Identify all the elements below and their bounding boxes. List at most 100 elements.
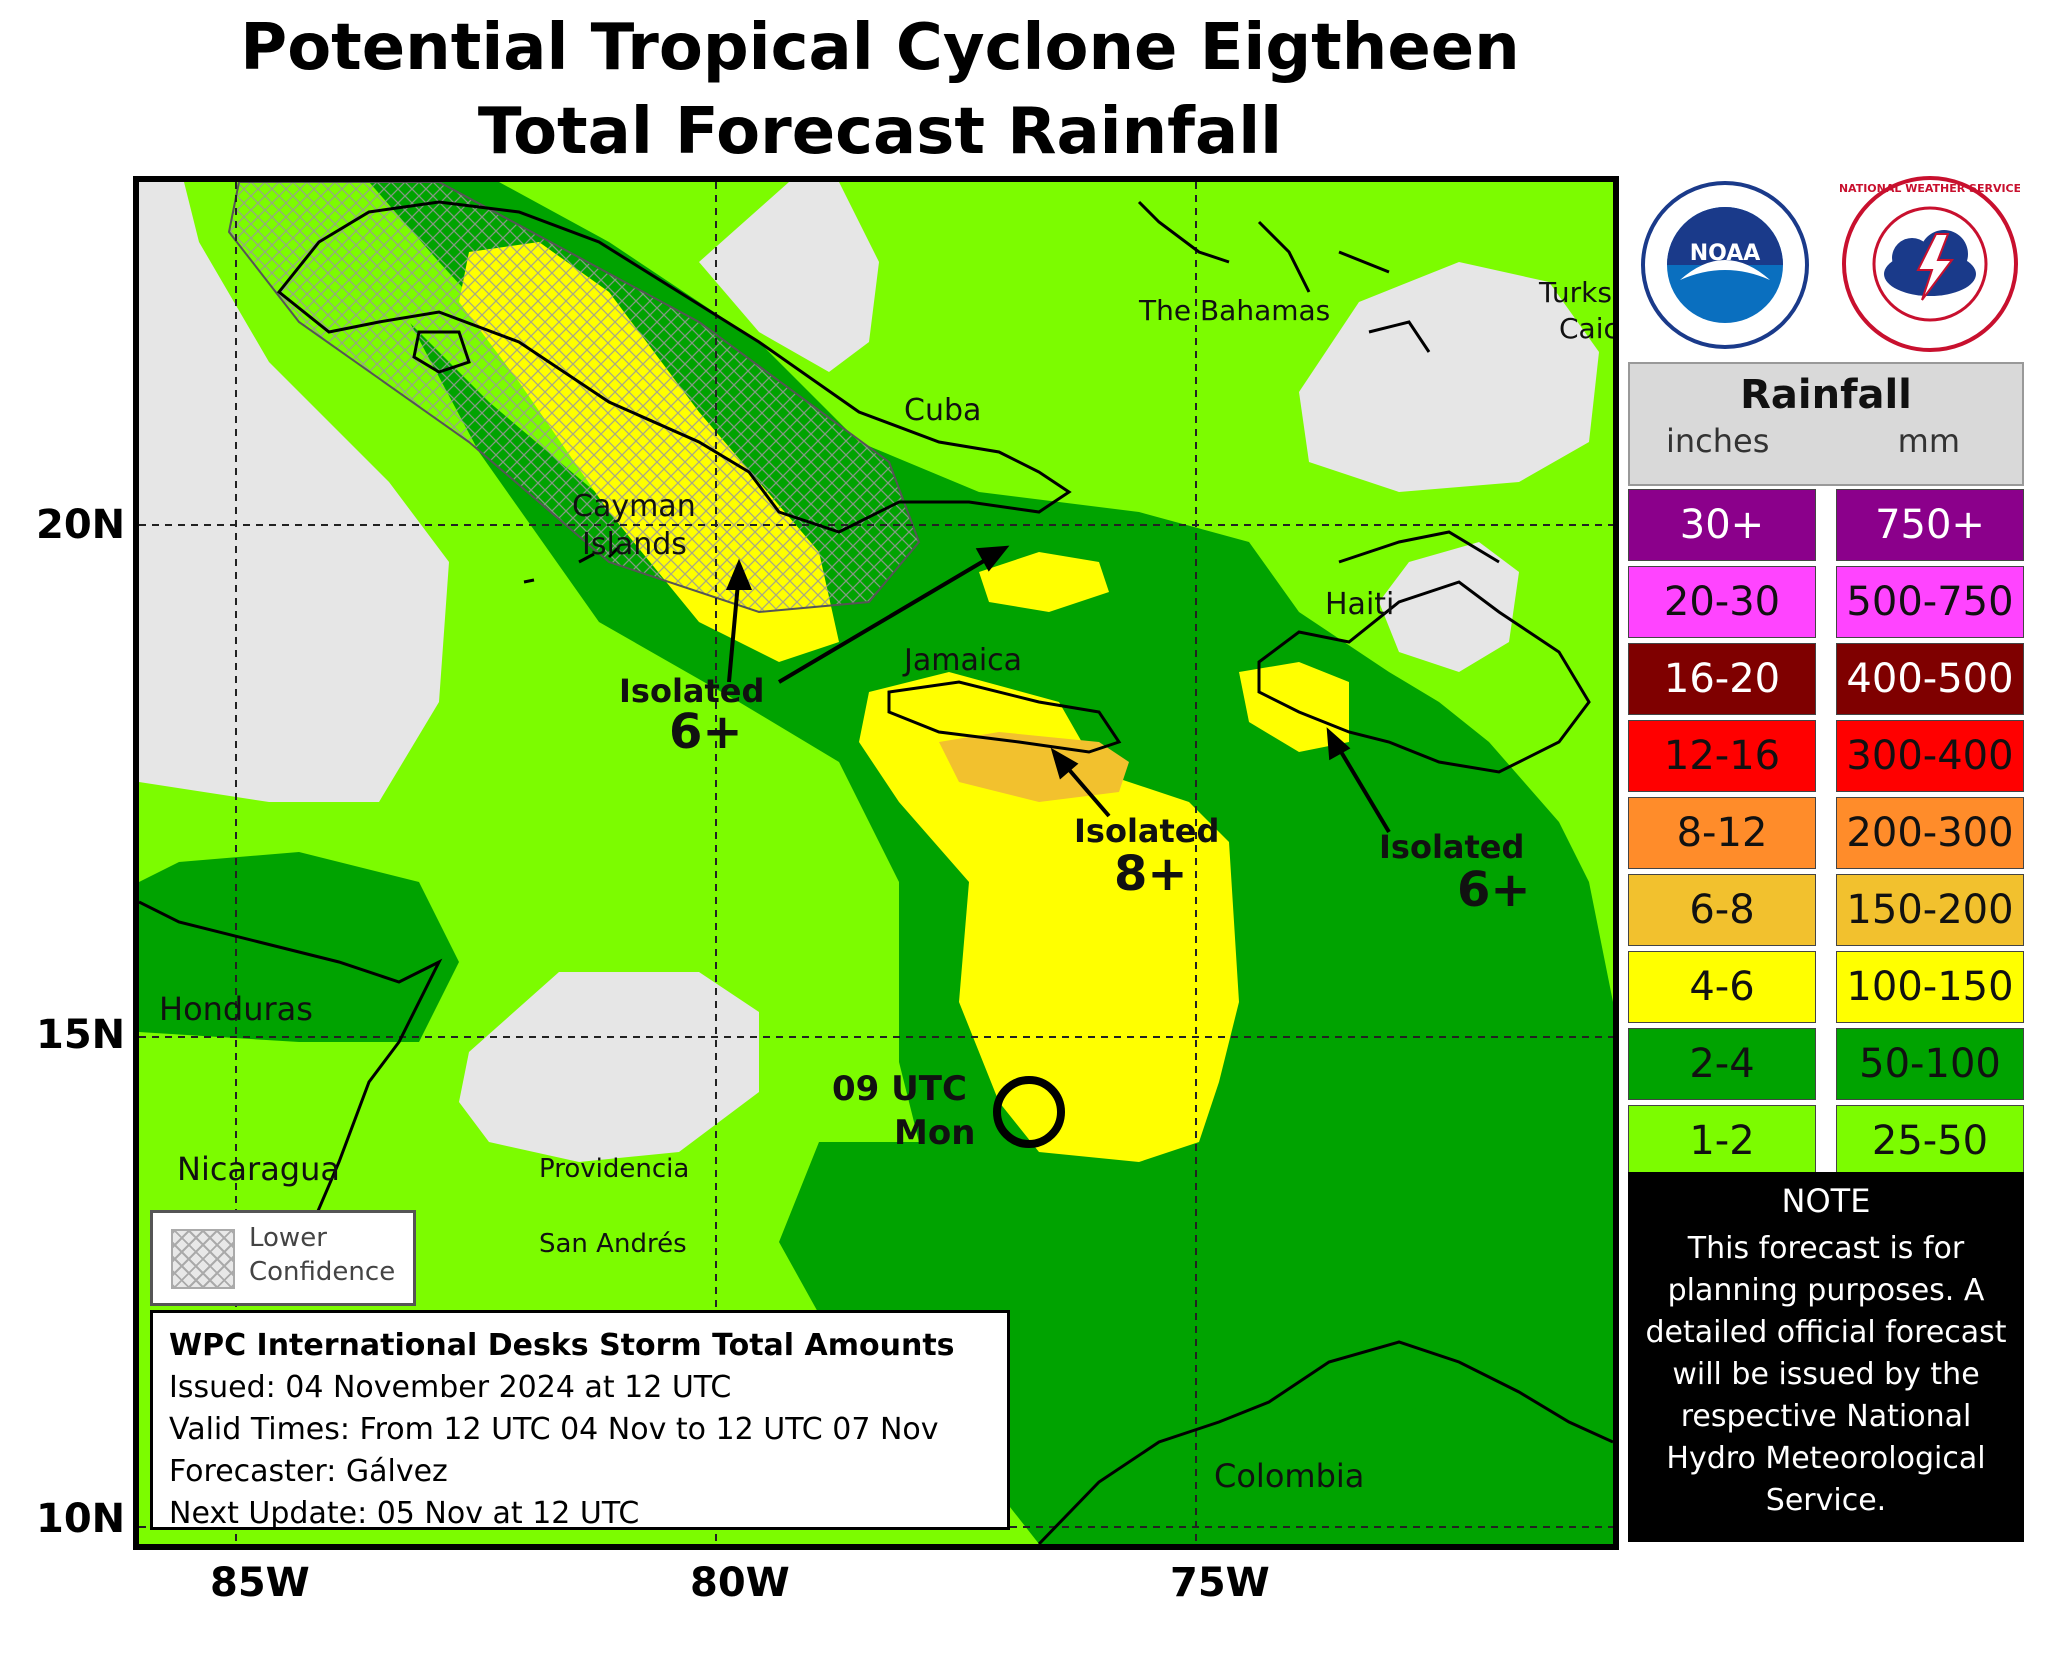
legend-cell-mm: 25-50: [1836, 1105, 2024, 1177]
legend-cell-inches: 20-30: [1628, 566, 1816, 638]
storm-position-marker: [993, 1076, 1065, 1148]
annotation-3-label: Isolated: [1379, 828, 1524, 866]
noaa-logo-icon: NOAA: [1641, 181, 1809, 349]
rainfall-legend: Rainfall inches mm 30+ 750+ 20-30 500-750 16…: [1628, 362, 2024, 1179]
legend-cell-inches: 30+: [1628, 489, 1816, 561]
title-line-2: Total Forecast Rainfall: [477, 95, 1283, 169]
legend-cell-mm: 100-150: [1836, 951, 2024, 1023]
no-rain-area: [1299, 262, 1599, 492]
lon-label-80w: 80W: [690, 1560, 790, 1606]
legend-row: 4-6 100-150: [1628, 951, 2024, 1025]
no-rain-area: [1379, 542, 1519, 672]
lat-label-20n: 20N: [36, 502, 126, 548]
lon-label-85w: 85W: [210, 1560, 310, 1606]
legend-cell-inches: 8-12: [1628, 797, 1816, 869]
lat-label-10n: 10N: [36, 1496, 126, 1542]
label-san-andres: San Andrés: [539, 1229, 687, 1259]
nws-logo-text: NATIONAL WEATHER SERVICE: [1840, 182, 2020, 195]
label-cuba: Cuba: [904, 393, 981, 428]
annotation-1-value: 6+: [669, 704, 743, 760]
legend-row: 1-2 25-50: [1628, 1105, 2024, 1179]
coastlines: [139, 200, 1613, 1544]
label-turks: Turks: [1538, 276, 1612, 309]
annotation-3-value: 6+: [1457, 862, 1531, 918]
legend-row: 12-16 300-400: [1628, 720, 2024, 794]
info-heading: WPC International Desks Storm Total Amou…: [169, 1328, 955, 1363]
legend-mm-label: mm: [1897, 422, 1960, 460]
label-caicos: Caic: [1559, 312, 1613, 345]
legend-cell-mm: 400-500: [1836, 643, 2024, 715]
legend-cell-inches: 2-4: [1628, 1028, 1816, 1100]
annotation-2-label: Isolated: [1074, 812, 1219, 850]
note-box: NOTE This forecast is for planning purpo…: [1628, 1172, 2024, 1542]
info-issued: Issued: 04 November 2024 at 12 UTC: [169, 1370, 732, 1405]
lower-confidence-line1: Lower: [249, 1223, 327, 1253]
isle-of-youth: [412, 330, 471, 374]
lat-label-15n: 15N: [36, 1012, 126, 1058]
legend-row: 30+ 750+: [1628, 489, 2024, 563]
title-line-1: Potential Tropical Cyclone Eigtheen: [240, 11, 1520, 85]
label-honduras: Honduras: [159, 990, 313, 1028]
legend-cell-mm: 50-100: [1836, 1028, 2024, 1100]
info-forecaster: Forecaster: Gálvez: [169, 1454, 448, 1489]
note-title: NOTE: [1781, 1182, 1871, 1220]
rain-2-4-band: [1289, 1382, 1613, 1544]
lower-confidence-line2: Confidence: [249, 1257, 396, 1287]
legend-cell-mm: 750+: [1836, 489, 2024, 561]
annotation-arrows: [726, 545, 1391, 834]
hispaniola-coast: [1257, 580, 1591, 774]
no-rain-area: [139, 182, 449, 802]
legend-cell-inches: 6-8: [1628, 874, 1816, 946]
note-body: This forecast is for planning purposes. …: [1645, 1231, 2007, 1518]
legend-rows: 30+ 750+ 20-30 500-750 16-20 400-500 12-16 300-…: [1628, 489, 2024, 1179]
legend-cell-mm: 300-400: [1836, 720, 2024, 792]
forecast-info-box: WPC International Desks Storm Total Amou…: [150, 1310, 1010, 1531]
label-haiti: Haiti: [1325, 587, 1394, 622]
label-cayman-1: Cayman: [572, 489, 696, 524]
nws-logo-icon: NATIONAL WEATHER SERVICE: [1840, 176, 2020, 352]
central-america-coast: [139, 900, 443, 1283]
legend-row: 6-8 150-200: [1628, 874, 2024, 948]
no-rain-area: [459, 972, 759, 1162]
annotation-2-value: 8+: [1114, 846, 1188, 902]
legend-header: Rainfall inches mm: [1628, 362, 2024, 486]
legend-row: 20-30 500-750: [1628, 566, 2024, 640]
cayman-dots: [523, 545, 621, 584]
annotation-1-label: Isolated: [619, 672, 764, 710]
legend-row: 2-4 50-100: [1628, 1028, 2024, 1102]
legend-inches-label: inches: [1666, 422, 1770, 460]
lower-confidence-area: [227, 182, 921, 614]
label-jamaica: Jamaica: [902, 643, 1022, 678]
legend-cell-mm: 500-750: [1836, 566, 2024, 638]
label-providencia: Providencia: [539, 1154, 689, 1184]
jamaica-coast: [887, 680, 1122, 754]
lower-confidence-legend: Lower Confidence: [150, 1210, 416, 1306]
legend-title: Rainfall: [1740, 372, 1912, 418]
label-colombia: Colombia: [1214, 1457, 1364, 1495]
info-valid-times: Valid Times: From 12 UTC 04 Nov to 12 UT…: [169, 1412, 939, 1447]
label-bahamas: The Bahamas: [1138, 294, 1330, 327]
legend-cell-inches: 12-16: [1628, 720, 1816, 792]
legend-cell-inches: 16-20: [1628, 643, 1816, 715]
legend-cell-mm: 200-300: [1836, 797, 2024, 869]
legend-row: 8-12 200-300: [1628, 797, 2024, 871]
label-cayman-2: Islands: [582, 527, 687, 562]
legend-cell-mm: 150-200: [1836, 874, 2024, 946]
rain-4-6-area: [1239, 662, 1349, 752]
legend-row: 16-20 400-500: [1628, 643, 2024, 717]
haiti-north: [1338, 530, 1500, 564]
legend-cell-inches: 4-6: [1628, 951, 1816, 1023]
rain-4-6-area: [859, 672, 1239, 1162]
bahamas-islands: [1137, 200, 1431, 353]
storm-time-label: 09 UTC: [832, 1069, 967, 1109]
rainfall-map: The Bahamas Turks Caic Cuba Cayman Islan…: [133, 176, 1619, 1550]
no-rain-area: [699, 182, 879, 372]
cuba-coast: [276, 200, 1072, 534]
storm-day-label: Mon: [894, 1113, 975, 1153]
rain-4-6-area: [979, 552, 1109, 612]
lower-confidence-swatch: [171, 1229, 235, 1289]
legend-cell-inches: 1-2: [1628, 1105, 1816, 1177]
info-next-update: Next Update: 05 Nov at 12 UTC: [169, 1496, 640, 1531]
colombia-coast: [1037, 1340, 1613, 1544]
noaa-logo-text: NOAA: [1690, 241, 1761, 266]
